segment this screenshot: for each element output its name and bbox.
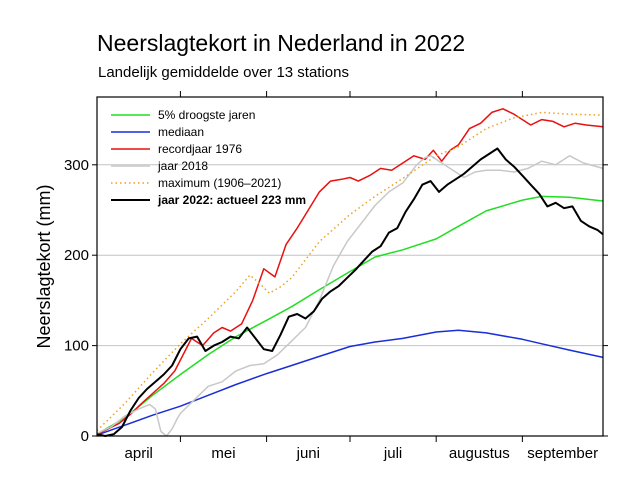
x-tick-label: augustus [449, 445, 510, 462]
legend-label: recordjaar 1976 [158, 142, 242, 156]
legend-label: maximum (1906–2021) [158, 176, 281, 190]
legend-label: jaar 2018 [157, 159, 208, 173]
legend-label: jaar 2022: actueel 223 mm [157, 193, 306, 207]
y-tick-label: 200 [64, 247, 89, 264]
legend: 5% droogste jaren mediaan recordjaar 1976 j… [111, 108, 306, 207]
x-tick-label: mei [211, 445, 235, 462]
series-line [96, 195, 604, 435]
y-axis-label: Neerslagtekort (mm) [34, 184, 54, 348]
y-tick-label: 300 [64, 157, 89, 174]
legend-label: mediaan [158, 125, 204, 139]
series-line [96, 329, 604, 436]
x-tick-label: juli [383, 445, 402, 462]
x-tick-label: april [125, 445, 153, 462]
series-line [96, 147, 604, 437]
legend-label: 5% droogste jaren [158, 108, 255, 122]
x-tick-label: september [527, 445, 598, 462]
y-tick-label: 0 [81, 428, 89, 445]
x-tick-label: juni [296, 445, 320, 462]
series-line [96, 108, 604, 435]
plot-frame [96, 96, 604, 437]
chart-subtitle: Landelijk gemiddelde over 13 stations [98, 64, 349, 81]
y-tick-label: 100 [64, 338, 89, 355]
chart-title: Neerslagtekort in Nederland in 2022 [97, 30, 466, 56]
